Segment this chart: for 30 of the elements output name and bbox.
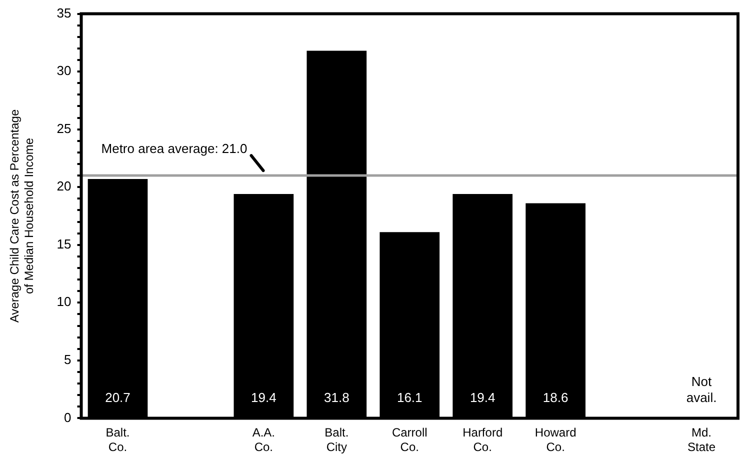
bar — [526, 203, 586, 418]
data-label: 19.4 — [470, 390, 496, 405]
x-tick-label: Balt. City — [324, 426, 349, 454]
x-tick-label: Md. State — [688, 426, 716, 454]
data-label: 31.8 — [324, 390, 350, 405]
y-tick-label: 10 — [56, 294, 72, 310]
y-tick-label: 20 — [56, 178, 72, 194]
text: Not avail. — [686, 374, 717, 405]
ref-line-label: Metro area average: 21.0 — [101, 141, 248, 156]
bar — [380, 232, 440, 418]
bar — [234, 194, 294, 418]
bar — [452, 194, 513, 418]
y-tick-label: 25 — [56, 120, 72, 136]
data-label: 18.6 — [542, 390, 568, 405]
bar — [88, 179, 148, 418]
bar — [306, 50, 367, 418]
y-tick-label: 0 — [64, 410, 72, 425]
x-tick-label: A.A. Co. — [252, 426, 276, 454]
y-tick-label: 5 — [64, 352, 72, 368]
y-axis-title: Average Child Care Cost as Percentage of Median Household Income — [8, 109, 36, 323]
data-label: 19.4 — [251, 390, 276, 405]
y-tick-label: 35 — [56, 5, 72, 20]
y-tick-label: 30 — [56, 63, 72, 78]
data-label: 16.1 — [396, 390, 422, 405]
x-tick-label: Howard Co. — [534, 426, 576, 454]
x-tick-label: Carroll Co. — [392, 426, 428, 454]
x-tick-label: Balt. Co. — [106, 426, 130, 454]
data-label: 20.7 — [105, 390, 130, 405]
x-tick-label: Harford Co. — [462, 426, 503, 454]
y-tick-label: 15 — [56, 236, 72, 252]
